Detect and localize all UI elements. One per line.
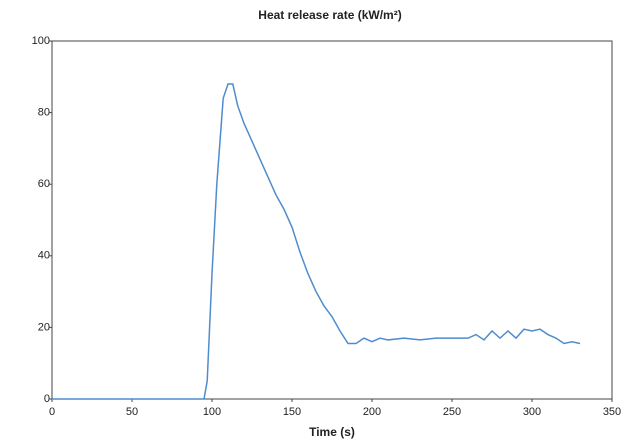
x-tick-label: 150 — [283, 406, 301, 418]
y-tick-label: 0 — [44, 393, 50, 405]
y-tick-label: 100 — [32, 35, 50, 47]
data-line — [52, 83, 581, 400]
x-tick-label: 0 — [49, 406, 55, 418]
x-tick-label: 50 — [126, 406, 138, 418]
x-tick-label: 250 — [443, 406, 461, 418]
x-tick-label: 350 — [603, 406, 621, 418]
chart-title: Heat release rate (kW/m²) — [258, 8, 401, 22]
y-tick-label: 80 — [38, 107, 50, 119]
x-tick-label: 200 — [363, 406, 381, 418]
plot-frame — [51, 40, 613, 400]
y-tick-label: 20 — [38, 321, 50, 333]
x-tick-label: 100 — [203, 406, 221, 418]
y-tick-label: 40 — [38, 250, 50, 262]
y-tick-label: 60 — [38, 178, 50, 190]
x-axis-label: Time (s) — [309, 425, 355, 439]
x-tick-label: 300 — [523, 406, 541, 418]
